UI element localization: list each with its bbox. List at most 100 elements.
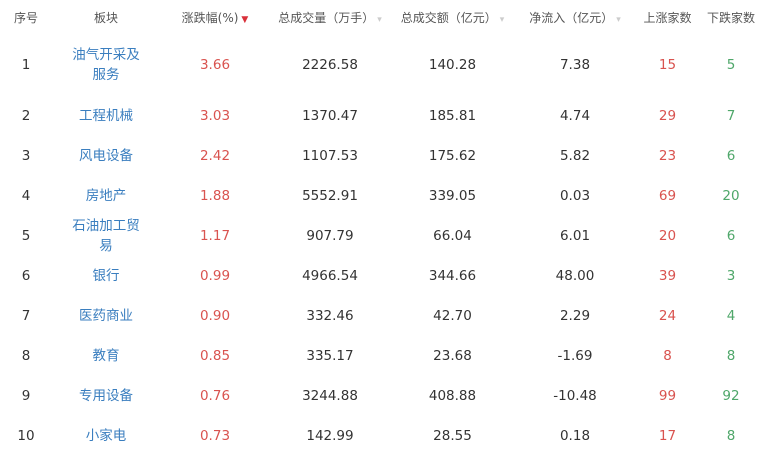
- cell-up: 15: [658, 57, 677, 73]
- cell-inflow: -10.48: [553, 388, 597, 404]
- column-header: 上涨家数: [635, 0, 700, 34]
- cell-up: 69: [658, 188, 677, 204]
- sector-link[interactable]: 专用设备: [79, 388, 133, 404]
- table-row: 8 教育 0.85 335.17 23.68 -1.69 8 8: [0, 336, 762, 376]
- cell-up: 8: [663, 348, 672, 364]
- cell-down: 92: [722, 388, 740, 404]
- table-row: 3 风电设备 2.42 1107.53 175.62 5.82 23 6: [0, 136, 762, 176]
- cell-volume: 3244.88: [302, 388, 358, 404]
- cell-inflow: 2.29: [559, 308, 591, 324]
- cell-change: 0.76: [199, 388, 231, 404]
- cell-inflow: 4.74: [559, 108, 591, 124]
- cell-inflow: 5.82: [559, 148, 591, 164]
- cell-up: 39: [658, 268, 677, 284]
- cell-up: 17: [658, 428, 677, 444]
- cell-up: 29: [658, 108, 677, 124]
- cell-rank: 4: [21, 188, 31, 204]
- cell-down: 3: [726, 268, 736, 284]
- table-row: 1 油气开采及服务 3.66 2226.58 140.28 7.38 15 5: [0, 34, 762, 96]
- cell-volume: 142.99: [306, 428, 354, 444]
- column-header-label: 序号: [13, 10, 38, 25]
- sector-link[interactable]: 房地产: [85, 188, 127, 204]
- cell-amount: 23.68: [433, 348, 472, 364]
- cell-amount: 185.81: [428, 108, 477, 124]
- sector-link[interactable]: 风电设备: [79, 148, 133, 164]
- cell-amount: 339.05: [428, 188, 477, 204]
- cell-rank: 7: [21, 308, 31, 324]
- sector-link[interactable]: 石油加工贸易: [72, 218, 140, 254]
- cell-change: 1.17: [199, 228, 231, 244]
- cell-rank: 10: [17, 428, 35, 444]
- cell-change: 0.99: [199, 268, 231, 284]
- column-header-label: 下跌家数: [706, 10, 755, 25]
- column-header-label: 涨跌幅(%): [181, 10, 239, 25]
- column-header-label: 板块: [93, 10, 118, 25]
- cell-amount: 42.70: [433, 308, 472, 324]
- sort-icon[interactable]: ▾: [377, 14, 382, 25]
- cell-inflow: 7.38: [559, 57, 591, 73]
- cell-volume: 1370.47: [302, 108, 358, 124]
- cell-amount: 344.66: [428, 268, 477, 284]
- cell-amount: 66.04: [433, 228, 472, 244]
- sector-link[interactable]: 教育: [92, 348, 120, 364]
- column-header-label: 上涨家数: [643, 10, 692, 25]
- table-header: 序号 板块 涨跌幅(%) ▼ 总成交量（万手） ▾ 总成交额（亿元） ▾ 净流入（亿元） ▾ 上涨家…: [0, 0, 762, 34]
- cell-down: 6: [726, 228, 736, 244]
- cell-change: 3.03: [199, 108, 231, 124]
- cell-down: 8: [726, 428, 736, 444]
- column-header-label: 净流入（亿元）: [529, 10, 614, 25]
- sector-link[interactable]: 油气开采及服务: [72, 47, 140, 83]
- cell-down: 4: [726, 308, 736, 324]
- cell-change: 0.90: [199, 308, 231, 324]
- cell-volume: 1107.53: [302, 148, 358, 164]
- table-row: 9 专用设备 0.76 3244.88 408.88 -10.48 99 92: [0, 376, 762, 416]
- sort-icon[interactable]: ▾: [499, 14, 505, 25]
- sector-link[interactable]: 医药商业: [79, 308, 133, 324]
- cell-amount: 28.55: [433, 428, 472, 444]
- table-row: 4 房地产 1.88 5552.91 339.05 0.03 69 20: [0, 176, 762, 216]
- cell-change: 0.73: [199, 428, 231, 444]
- cell-down: 20: [722, 188, 740, 204]
- sort-icon[interactable]: ▼: [241, 14, 249, 25]
- cell-volume: 5552.91: [302, 188, 358, 204]
- cell-volume: 907.79: [306, 228, 354, 244]
- sector-link[interactable]: 小家电: [85, 428, 127, 444]
- column-header[interactable]: 总成交量（万手） ▾: [270, 0, 390, 34]
- cell-change: 3.66: [199, 57, 231, 73]
- cell-up: 23: [658, 148, 677, 164]
- sort-icon[interactable]: ▾: [616, 14, 621, 25]
- cell-amount: 175.62: [428, 148, 477, 164]
- cell-rank: 8: [21, 348, 31, 364]
- cell-volume: 2226.58: [302, 57, 358, 73]
- column-header[interactable]: 总成交额（亿元） ▾: [390, 0, 515, 34]
- cell-down: 8: [726, 348, 736, 364]
- cell-inflow: 6.01: [559, 228, 591, 244]
- cell-inflow: -1.69: [557, 348, 593, 364]
- table-row: 7 医药商业 0.90 332.46 42.70 2.29 24 4: [0, 296, 762, 336]
- column-header: 板块: [52, 0, 160, 34]
- cell-up: 20: [658, 228, 677, 244]
- cell-up: 24: [658, 308, 677, 324]
- column-header: 下跌家数: [700, 0, 762, 34]
- table-row: 6 银行 0.99 4966.54 344.66 48.00 39 3: [0, 256, 762, 296]
- sector-link[interactable]: 银行: [92, 268, 120, 284]
- cell-rank: 6: [21, 268, 31, 284]
- column-header[interactable]: 净流入（亿元） ▾: [515, 0, 635, 34]
- cell-rank: 9: [21, 388, 31, 404]
- cell-down: 6: [726, 148, 736, 164]
- cell-change: 1.88: [199, 188, 231, 204]
- cell-rank: 1: [21, 57, 31, 73]
- column-header[interactable]: 涨跌幅(%) ▼: [160, 0, 270, 34]
- table-row: 5 石油加工贸易 1.17 907.79 66.04 6.01 20 6: [0, 216, 762, 256]
- cell-amount: 140.28: [428, 57, 477, 73]
- column-header: 序号: [0, 0, 52, 34]
- cell-rank: 2: [21, 108, 31, 124]
- cell-rank: 3: [21, 148, 31, 164]
- cell-volume: 4966.54: [302, 268, 358, 284]
- table-row: 10 小家电 0.73 142.99 28.55 0.18 17 8: [0, 416, 762, 456]
- sector-link[interactable]: 工程机械: [79, 108, 133, 124]
- column-header-label: 总成交量（万手）: [278, 10, 375, 25]
- cell-rank: 5: [21, 228, 31, 244]
- cell-down: 5: [726, 57, 736, 73]
